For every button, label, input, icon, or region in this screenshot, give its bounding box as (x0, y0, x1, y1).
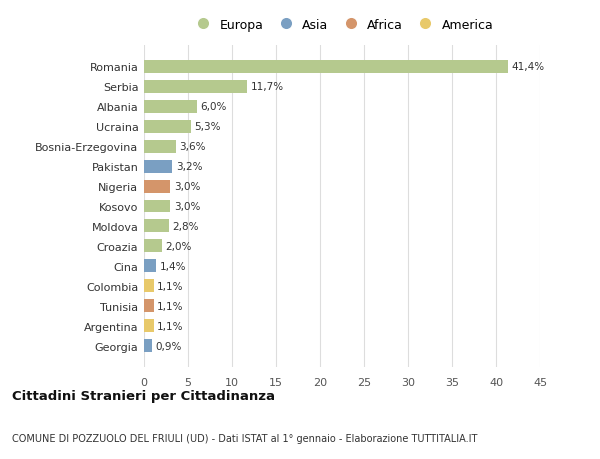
Text: COMUNE DI POZZUOLO DEL FRIULI (UD) - Dati ISTAT al 1° gennaio - Elaborazione TUT: COMUNE DI POZZUOLO DEL FRIULI (UD) - Dat… (12, 433, 478, 442)
Bar (144, 80, 247, 93)
Bar (144, 200, 170, 213)
Bar (144, 120, 191, 133)
Text: 6,0%: 6,0% (200, 102, 227, 112)
Legend: Europa, Asia, Africa, America: Europa, Asia, Africa, America (185, 14, 499, 37)
Text: 1,1%: 1,1% (157, 301, 184, 311)
Text: 3,0%: 3,0% (174, 202, 200, 212)
Text: Cittadini Stranieri per Cittadinanza: Cittadini Stranieri per Cittadinanza (12, 389, 275, 403)
Text: 3,2%: 3,2% (176, 162, 202, 172)
Text: 5,3%: 5,3% (194, 122, 221, 132)
Bar (144, 280, 154, 293)
Bar (144, 140, 176, 153)
Text: 1,4%: 1,4% (160, 261, 187, 271)
Text: 41,4%: 41,4% (512, 62, 545, 72)
Bar (144, 160, 172, 173)
Text: 2,0%: 2,0% (165, 241, 191, 252)
Text: 0,9%: 0,9% (155, 341, 182, 351)
Bar (144, 240, 161, 253)
Bar (144, 101, 197, 113)
Bar (144, 220, 169, 233)
Text: 11,7%: 11,7% (250, 82, 284, 92)
Text: 2,8%: 2,8% (172, 222, 199, 231)
Text: 3,6%: 3,6% (179, 142, 206, 152)
Text: 1,1%: 1,1% (157, 321, 184, 331)
Bar (144, 260, 157, 273)
Text: 3,0%: 3,0% (174, 182, 200, 191)
Text: 1,1%: 1,1% (157, 281, 184, 291)
Bar (144, 61, 508, 73)
Bar (144, 180, 170, 193)
Bar (144, 300, 154, 313)
Bar (144, 320, 154, 333)
Bar (144, 340, 152, 353)
